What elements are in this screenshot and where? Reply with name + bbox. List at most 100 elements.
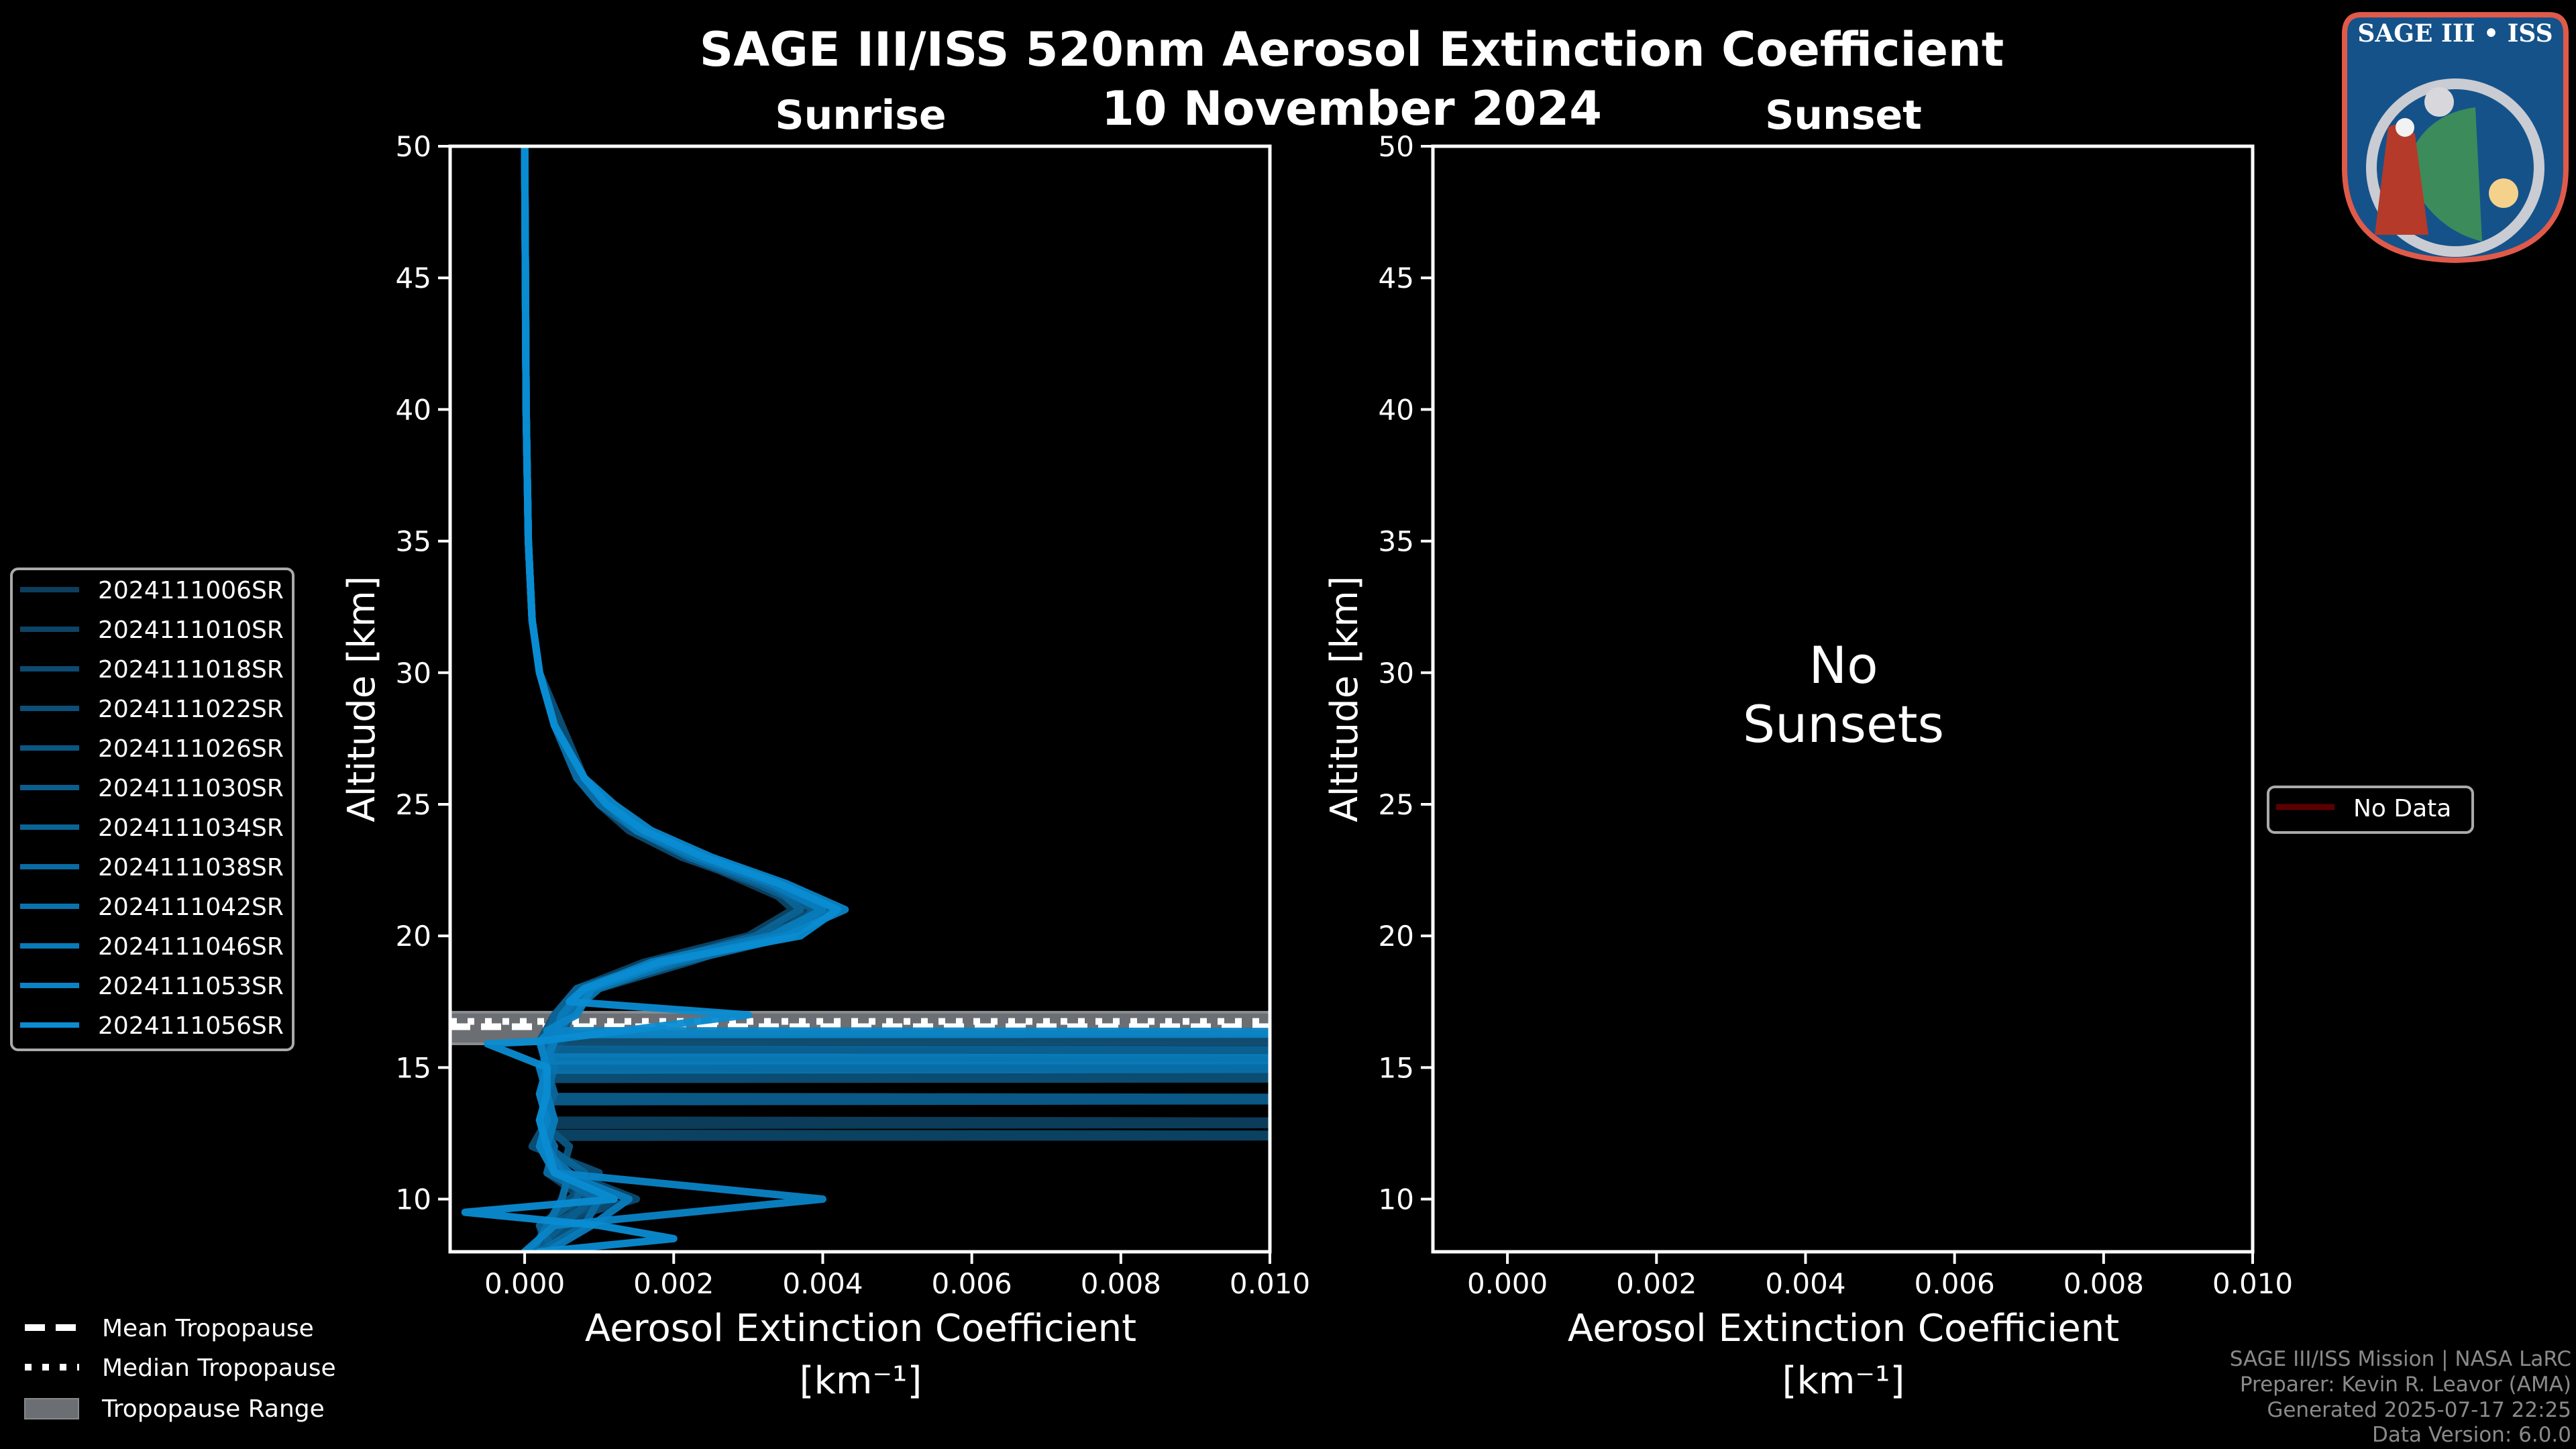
- profile-line-2024111010SR: [521, 146, 1270, 1252]
- tropopause-range-label: Tropopause Range: [101, 1395, 325, 1423]
- sunset-legend: No Data: [2267, 786, 2474, 834]
- legend-label: 2024111056SR: [98, 1012, 284, 1040]
- y-tick-label: 20: [396, 920, 431, 953]
- legend-label: 2024111030SR: [98, 775, 284, 802]
- legend-label: 2024111034SR: [98, 814, 284, 842]
- x-tick-label: 0.008: [2063, 1267, 2144, 1300]
- x-tick-label: 0.004: [1765, 1267, 1845, 1300]
- legend-label: 2024111006SR: [98, 577, 284, 604]
- x-tick-label: 0.006: [1915, 1267, 1995, 1300]
- median-tropopause-label: Median Tropopause: [102, 1354, 336, 1382]
- y-tick-label: 30: [1379, 657, 1414, 690]
- y-tick-label: 45: [396, 262, 431, 294]
- profile-line-2024111030SR: [521, 146, 1270, 1252]
- y-tick-label: 15: [1379, 1051, 1414, 1084]
- legend-label: 2024111026SR: [98, 735, 284, 763]
- y-tick-label: 30: [396, 657, 431, 690]
- profile-line-2024111006SR: [521, 146, 1270, 1252]
- sunrise-legend: 2024111006SR 2024111010SR 2024111018SR 2024…: [20, 577, 284, 1040]
- credits: SAGE III/ISS Mission | NASA LaRC Prepare…: [2230, 1347, 2571, 1447]
- x-tick-label: 0.002: [633, 1267, 714, 1300]
- x-tick-label: 0.000: [1467, 1267, 1548, 1300]
- no-sunsets-annotation-line1: No: [1809, 635, 1878, 695]
- legend-entry-2024111053SR: 2024111053SR: [20, 973, 284, 1000]
- sunrise-axes-frame: [448, 144, 1272, 1254]
- chart-date: 10 November 2024: [1102, 81, 1602, 136]
- y-tick-label: 10: [396, 1183, 431, 1216]
- sunset-panel-title: Sunset: [1765, 92, 1922, 139]
- sunset-x-axis-label: Aerosol Extinction Coefficient: [1568, 1307, 2119, 1350]
- sunrise-legend-box: [10, 568, 294, 1051]
- x-tick-label: 0.008: [1081, 1267, 1161, 1300]
- x-tick-label: 0.000: [484, 1267, 565, 1300]
- sunrise-plot: 10 15 20 25 30 35 40 45 50 0.000 0.002 0.004 0.006 0.…: [396, 130, 1311, 1300]
- y-tick-label: 35: [1379, 525, 1414, 558]
- legend-entry-2024111056SR: 2024111056SR: [20, 1012, 284, 1040]
- sunrise-x-axis-unit: [km⁻¹]: [800, 1359, 922, 1403]
- y-tick-label: 50: [1379, 130, 1414, 163]
- no-sunsets-annotation-line2: Sunsets: [1743, 694, 1944, 754]
- legend-label: 2024111038SR: [98, 854, 284, 881]
- sunrise-panel-title: Sunrise: [775, 92, 946, 139]
- sunrise-x-axis-label: Aerosol Extinction Coefficient: [585, 1307, 1136, 1350]
- profile-line-2024111046SR: [521, 146, 1270, 1252]
- mean-tropopause-label: Mean Tropopause: [102, 1315, 314, 1342]
- legend-label: 2024111053SR: [98, 973, 284, 1000]
- profile-line-2024111038SR: [521, 146, 826, 1252]
- y-tick-label: 45: [1379, 262, 1414, 294]
- legend-label: 2024111018SR: [98, 656, 284, 684]
- tropopause-range-swatch: [24, 1398, 79, 1419]
- profile-line-2024111053SR: [521, 146, 1270, 1252]
- x-tick-label: 0.010: [2212, 1267, 2293, 1300]
- y-tick-label: 20: [1379, 920, 1414, 953]
- sunset-y-axis-label: Altitude [km]: [1323, 576, 1366, 822]
- x-tick-label: 0.010: [1230, 1267, 1310, 1300]
- profile-line-2024111034SR: [521, 146, 1270, 1252]
- credit-line-preparer: Preparer: Kevin R. Leavor (AMA): [2240, 1373, 2571, 1397]
- no-data-legend-label: No Data: [2353, 795, 2451, 822]
- y-tick-label: 25: [1379, 788, 1414, 821]
- profile-line-2024111018SR: [521, 146, 1270, 1252]
- y-tick-label: 15: [396, 1051, 431, 1084]
- legend-label: 2024111022SR: [98, 696, 284, 723]
- x-tick-label: 0.004: [782, 1267, 863, 1300]
- legend-label: 2024111010SR: [98, 616, 284, 644]
- legend-entry-2024111042SR: 2024111042SR: [20, 894, 284, 921]
- legend-entry-2024111038SR: 2024111038SR: [20, 854, 284, 881]
- credit-line-generated: Generated 2025-07-17 22:25: [2267, 1398, 2571, 1422]
- y-tick-label: 40: [396, 393, 431, 426]
- legend-entry-2024111018SR: 2024111018SR: [20, 656, 284, 684]
- y-tick-label: 50: [396, 130, 431, 163]
- legend-entry-2024111046SR: 2024111046SR: [20, 933, 284, 961]
- logo-text: SAGE III • ISS: [2357, 19, 2553, 48]
- sunset-axes-frame: [1431, 144, 2255, 1254]
- sunset-plot: 10 15 20 25 30 35 40 45 50 0.000 0.002 0.004 0.006 0.…: [1379, 130, 2294, 1300]
- y-tick-label: 25: [396, 788, 431, 821]
- sage-iii-iss-mission-logo: SAGE III • ISS: [2342, 12, 2569, 264]
- legend-entry-2024111026SR: 2024111026SR: [20, 735, 284, 763]
- y-tick-label: 35: [396, 525, 431, 558]
- x-tick-label: 0.006: [932, 1267, 1012, 1300]
- profile-line-2024111026SR: [521, 146, 835, 1252]
- chart-title: SAGE III/ISS 520nm Aerosol Extinction Co…: [700, 22, 2004, 77]
- legend-label: 2024111046SR: [98, 933, 284, 961]
- sunrise-y-axis-label: Altitude [km]: [340, 576, 384, 822]
- legend-label: 2024111042SR: [98, 894, 284, 921]
- sunrise-plot-area: [450, 146, 1270, 1252]
- legend-entry-2024111034SR: 2024111034SR: [20, 814, 284, 842]
- profile-line-2024111056SR: [461, 146, 842, 1252]
- profile-line-2024111022SR: [521, 146, 1270, 1252]
- legend-entry-2024111010SR: 2024111010SR: [20, 616, 284, 644]
- y-tick-label: 40: [1379, 393, 1414, 426]
- credit-line-mission: SAGE III/ISS Mission | NASA LaRC: [2230, 1347, 2571, 1371]
- sunset-x-axis-unit: [km⁻¹]: [1782, 1359, 1905, 1403]
- tropopause-legend: Mean Tropopause Median Tropopause Tropop…: [24, 1315, 336, 1423]
- profile-line-2024111042SR: [521, 146, 1270, 1252]
- legend-entry-2024111030SR: 2024111030SR: [20, 775, 284, 802]
- legend-entry-2024111022SR: 2024111022SR: [20, 696, 284, 723]
- credit-line-version: Data Version: 6.0.0: [2372, 1423, 2571, 1447]
- y-tick-label: 10: [1379, 1183, 1414, 1216]
- sunset-legend-box: [2267, 786, 2474, 834]
- legend-entry-2024111006SR: 2024111006SR: [20, 577, 284, 604]
